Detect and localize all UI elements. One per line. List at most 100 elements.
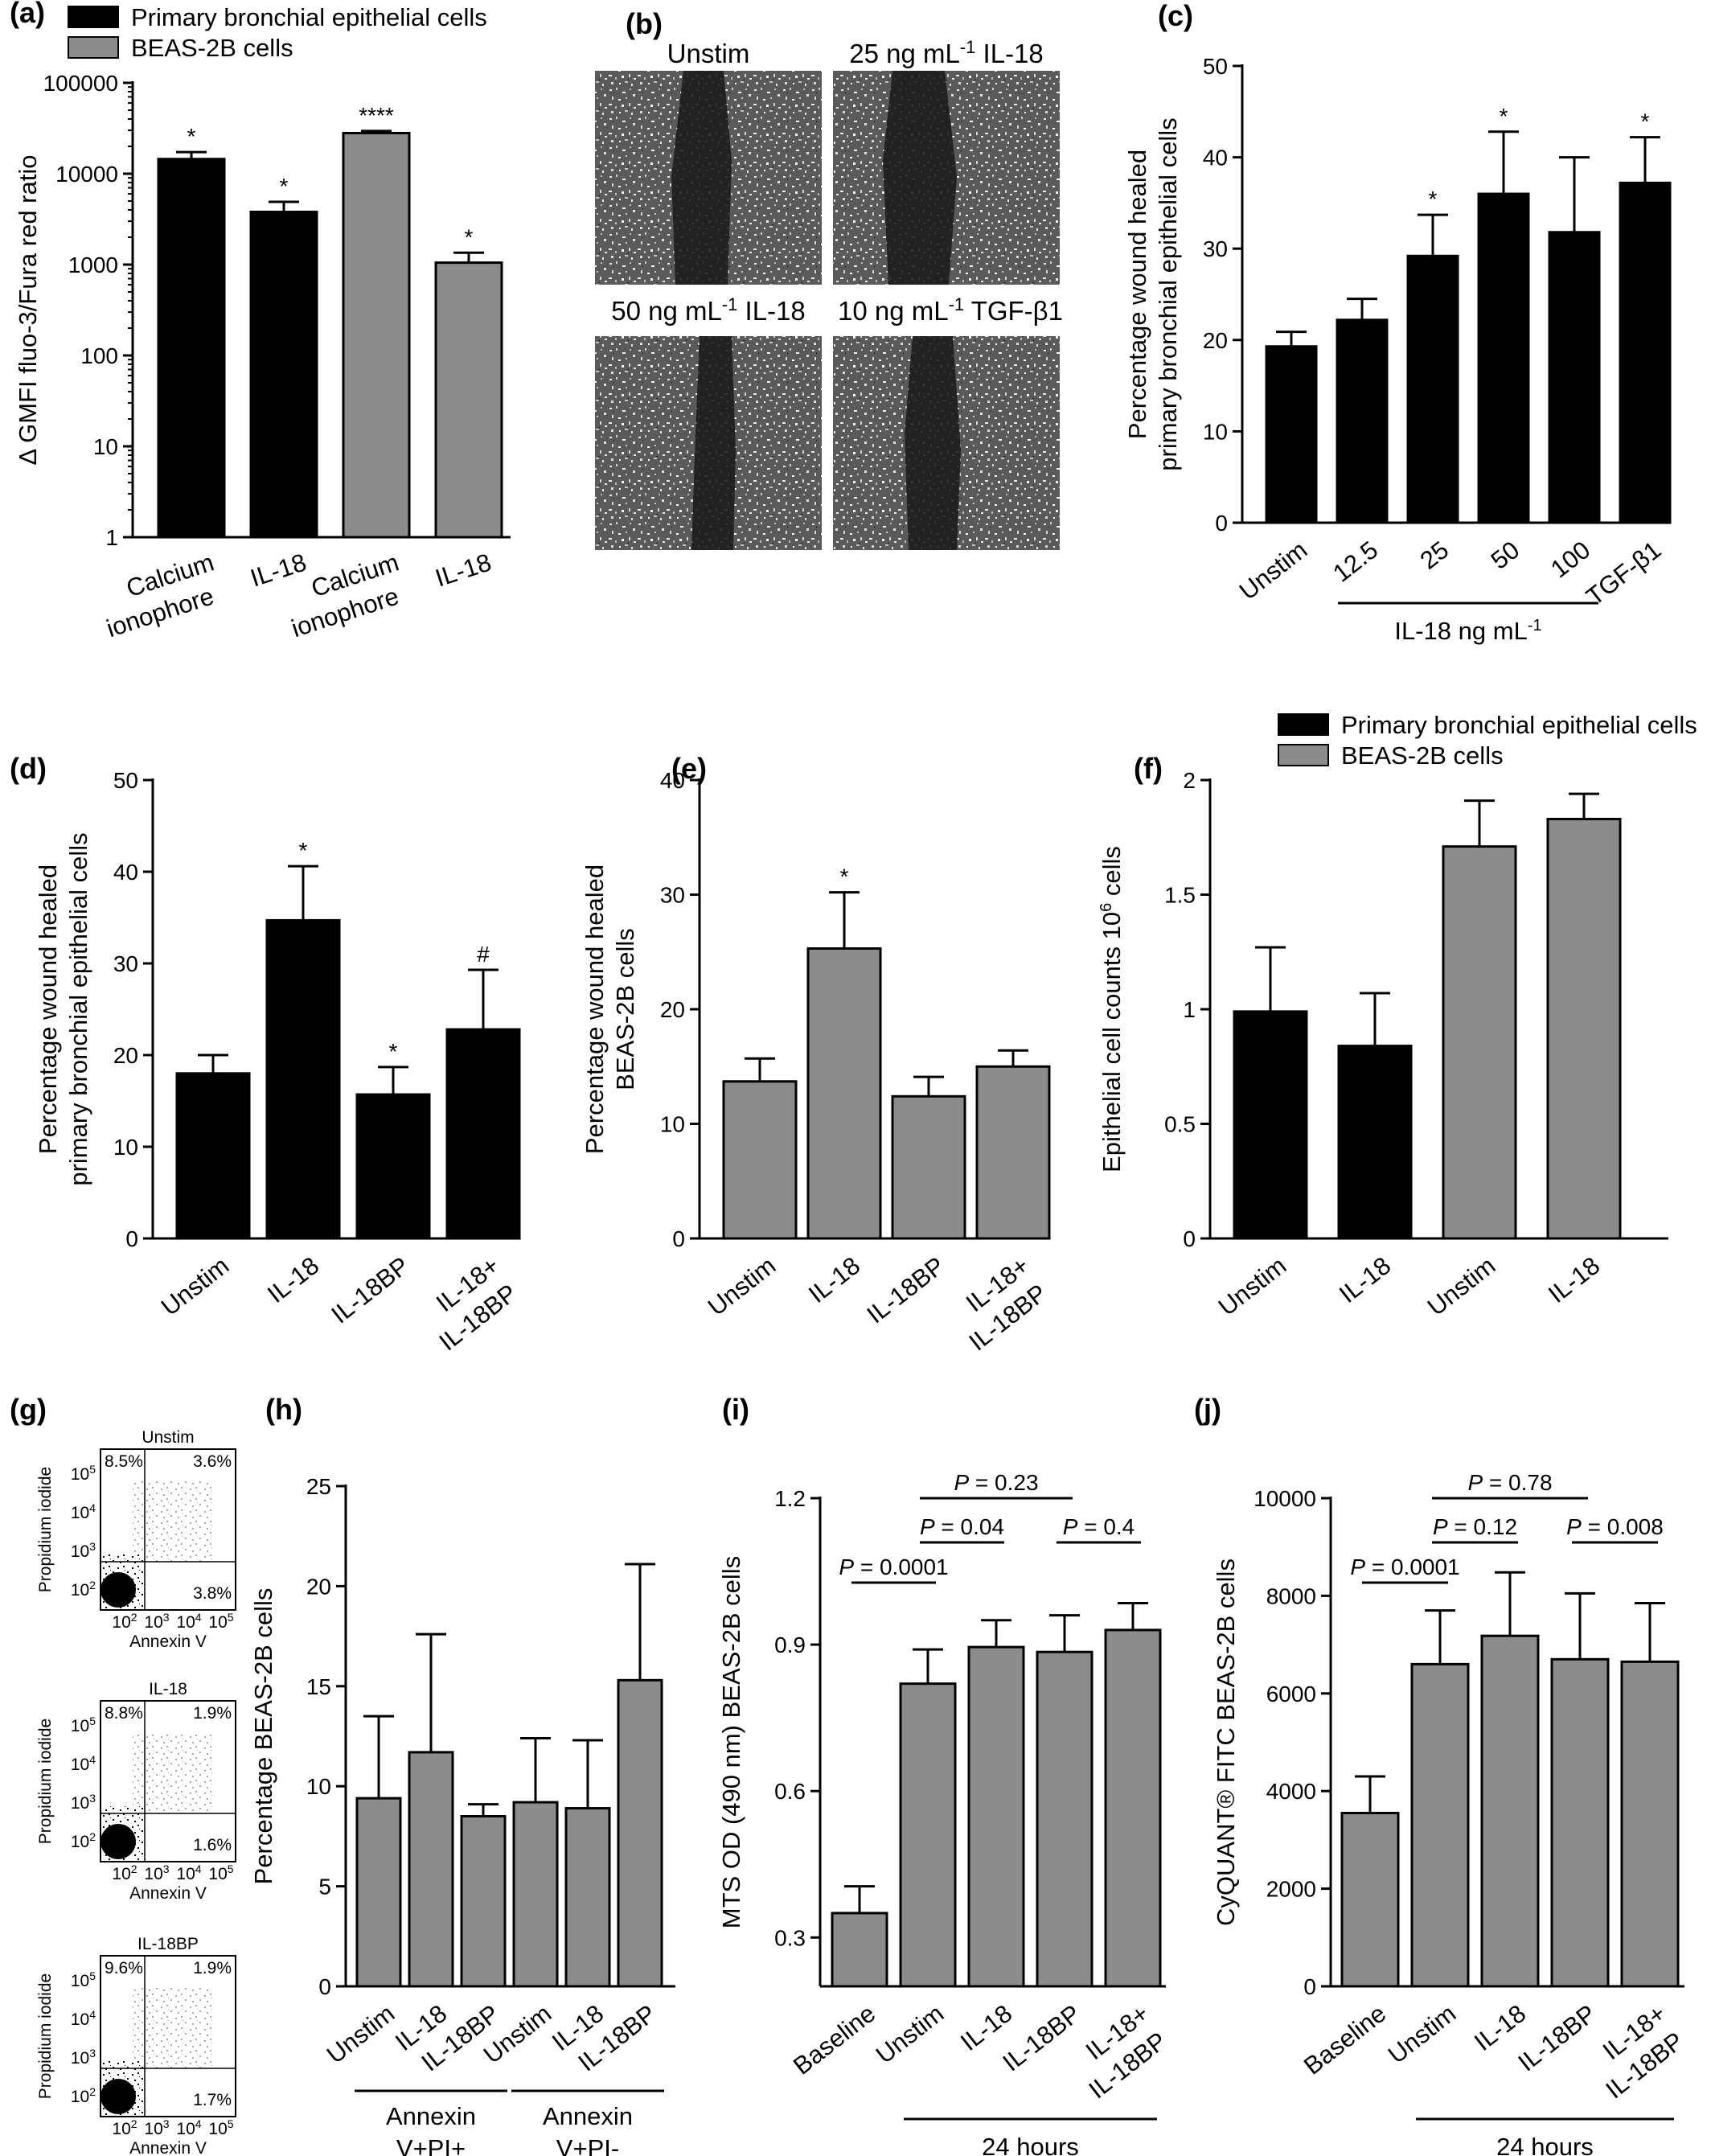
bar-f xyxy=(1442,845,1517,1240)
y-axis-label-a: Δ GMFI fluo-3/Fura red ratio xyxy=(14,155,42,466)
significance-d: # xyxy=(477,942,490,967)
panel-label-f: (f) xyxy=(1134,752,1163,785)
flow-x-tick: 104 xyxy=(176,2117,201,2138)
x-tick-label-i: IL-18BP xyxy=(997,1999,1085,2077)
flow-x-tick: 103 xyxy=(144,1611,169,1632)
chart-f: (f) 0 0.5 1 1.5 2 Epithelial cell counts 106 c… xyxy=(1098,711,1697,1321)
flow-y-tick: 104 xyxy=(71,1753,96,1774)
flow-y-tick: 105 xyxy=(71,1463,96,1484)
y-tick-label-f: 2 xyxy=(1183,768,1196,793)
x-tick-label-e: IL-18 xyxy=(803,1251,865,1308)
flow-plot: IL-18 8.8% 1.9% 1.6% 102 102 103 103 104 104 105 10… xyxy=(36,1680,236,1903)
x-tick-label-e: IL-18BP xyxy=(861,1251,950,1329)
legend-label-a: Primary bronchial epithelial cells xyxy=(131,3,487,31)
x-tick-label-h: Unstim xyxy=(322,1999,400,2069)
panel-label-b: (b) xyxy=(626,7,663,40)
y-axis-label-e: Percentage wound healed xyxy=(581,864,609,1154)
y-tick-label-f: 1 xyxy=(1183,997,1196,1022)
quadrant-ul: 8.8% xyxy=(105,1704,143,1723)
bar-h xyxy=(355,1797,402,1988)
bar-i xyxy=(831,1912,888,1988)
legend-swatch-a xyxy=(68,36,119,59)
bar-c xyxy=(1619,181,1672,524)
y-axis-label-c: primary bronchial epithelial cells xyxy=(1154,117,1182,470)
bar-h xyxy=(460,1815,507,1988)
flow-x-label: Annexin V xyxy=(129,1884,207,1903)
y-tick-label-c: 30 xyxy=(1203,236,1228,261)
bar-i xyxy=(1104,1628,1162,1988)
comparison-label-i: P = 0.23 xyxy=(954,1470,1038,1495)
y-tick-label-a: 100000 xyxy=(43,71,118,96)
chart-j: (j) 0 2000 4000 6000 8000 10000 CyQUANT® FITC B… xyxy=(1194,1393,1688,2156)
micrograph-il18-50 xyxy=(595,336,822,550)
y-axis-label-f: Epithelial cell counts 106 cells xyxy=(1098,846,1126,1172)
bar-d xyxy=(265,918,341,1240)
bar-a xyxy=(249,210,318,539)
panel-label-g: (g) xyxy=(10,1393,47,1426)
y-tick-label-i: 0.3 xyxy=(774,1925,806,1950)
micrograph-unstim xyxy=(595,71,822,285)
bar-a xyxy=(157,158,226,539)
chart-c: (c) 0 10 20 30 40 50 Percentage wound healed pri… xyxy=(1123,0,1672,645)
legend-label-f: BEAS-2B cells xyxy=(1341,741,1504,770)
panel-label-d: (d) xyxy=(10,752,47,785)
flow-x-tick: 102 xyxy=(112,1862,137,1883)
chart-h: (h) 0 5 10 15 20 25 Percentage BEAS-2B cells Uns… xyxy=(249,1393,675,2156)
legend-label-f: Primary bronchial epithelial cells xyxy=(1341,711,1697,739)
flow-y-tick: 103 xyxy=(71,1540,96,1561)
bar-e xyxy=(722,1080,798,1240)
y-tick-label-d: 0 xyxy=(125,1226,138,1251)
significance-c: * xyxy=(1500,104,1508,129)
x-group-label-i: 24 hours xyxy=(982,2133,1079,2156)
flow-x-tick: 102 xyxy=(112,1611,137,1632)
y-tick-label-f: 0.5 xyxy=(1164,1112,1196,1137)
bar-j xyxy=(1550,1657,1610,1988)
y-tick-label-a: 1 xyxy=(105,525,118,550)
quadrant-ur: 3.6% xyxy=(193,1452,232,1471)
flow-cluster xyxy=(101,2079,136,2114)
x-tick-label-e: Unstim xyxy=(703,1251,782,1321)
y-tick-label-e: 20 xyxy=(660,997,685,1022)
panel-label-e: (e) xyxy=(671,752,707,785)
flow-x-tick: 105 xyxy=(208,2117,233,2138)
x-group-label-h: V+PI+ xyxy=(396,2134,466,2156)
bar-c xyxy=(1477,192,1530,524)
flow-x-tick: 104 xyxy=(176,1862,201,1883)
flow-y-tick: 102 xyxy=(71,1830,96,1851)
flow-cluster xyxy=(101,1824,136,1859)
y-tick-label-h: 0 xyxy=(318,1974,331,1999)
bar-i xyxy=(1036,1650,1093,1988)
comparison-label-j: P = 0.008 xyxy=(1566,1514,1664,1539)
y-tick-label-d: 30 xyxy=(113,951,138,976)
quadrant-ul: 9.6% xyxy=(105,1959,143,1977)
chart-d: (d) 0 10 20 30 40 50 Percentage wound healed pri… xyxy=(10,752,522,1356)
y-axis-label-i: MTS OD (490 nm) BEAS-2B cells xyxy=(717,1556,745,1928)
significance-a: **** xyxy=(359,103,394,128)
panel-label-c: (c) xyxy=(1158,0,1193,32)
flow-y-label: Propidium iodide xyxy=(36,1719,55,1844)
x-tick-label-j: IL-18BP xyxy=(1512,1999,1601,2077)
bar-j xyxy=(1410,1662,1470,1988)
flow-plot: IL-18BP 9.6% 1.9% 1.7% 102 102 103 103 104 104 105… xyxy=(36,1935,236,2156)
y-tick-label-h: 20 xyxy=(306,1574,331,1599)
x-tick-label-c: 25 xyxy=(1415,536,1455,575)
comparison-label-j: P = 0.0001 xyxy=(1350,1554,1459,1579)
y-tick-label-j: 8000 xyxy=(1266,1583,1316,1608)
chart-e: (e) 0 10 20 30 40 Percentage wound healed BEAS-… xyxy=(581,752,1052,1356)
y-tick-label-d: 10 xyxy=(113,1135,138,1160)
y-tick-label-c: 0 xyxy=(1215,511,1228,536)
flow-plot-title: IL-18 xyxy=(149,1680,187,1698)
quadrant-ur: 1.9% xyxy=(193,1959,232,1977)
y-axis-label-j: CyQUANT® FITC BEAS-2B cells xyxy=(1212,1558,1240,1926)
bar-c xyxy=(1265,345,1318,524)
y-axis-label-c: Percentage wound healed xyxy=(1123,150,1151,439)
y-tick-label-e: 0 xyxy=(672,1226,685,1251)
y-tick-label-e: 10 xyxy=(660,1112,685,1137)
micrograph-tgfb1 xyxy=(833,336,1060,550)
y-tick-label-i: 1.2 xyxy=(774,1486,806,1511)
flow-scatter xyxy=(133,1733,213,1813)
x-group-label-h: Annexin xyxy=(543,2102,633,2130)
bar-a xyxy=(434,261,503,539)
x-tick-label-f: IL-18 xyxy=(1334,1251,1396,1308)
